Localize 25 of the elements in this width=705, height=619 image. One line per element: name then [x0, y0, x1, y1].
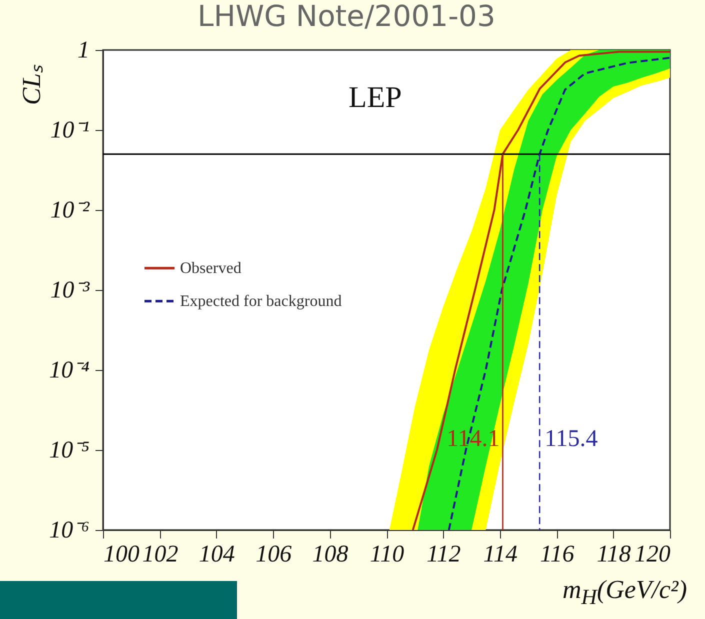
x-tick-label: 100: [104, 542, 140, 568]
y-axis-title: CLₛ: [16, 65, 47, 105]
chart-title: LHWG Note/2001-03: [198, 0, 496, 33]
x-tick-label: 112: [426, 542, 461, 568]
y-tick-label: 10⁻⁴: [49, 358, 90, 384]
y-tick-label: 10⁻⁵: [49, 438, 90, 464]
x-tick-label: 102: [142, 542, 178, 568]
y-tick-label: 10⁻²: [50, 198, 90, 224]
ref-line-label: 115.4: [544, 426, 598, 452]
x-tick-label: 116: [540, 542, 574, 568]
x-tick-label: 114: [483, 542, 518, 568]
x-tick-label: 108: [312, 542, 348, 568]
x-tick-label: 106: [256, 542, 292, 568]
y-tick-label: 10⁻³: [50, 278, 90, 304]
y-tick-label: 10⁻⁶: [49, 518, 90, 544]
x-tick-label: 120: [634, 542, 670, 568]
annotation: LEP: [348, 81, 402, 114]
x-axis-title: m$_{H}$(GeV/c²): [562, 575, 687, 610]
legend-label: Observed: [180, 260, 242, 278]
y-tick-label: 10⁻¹: [50, 118, 90, 144]
x-tick-label: 104: [198, 542, 235, 568]
y-tick-label: 1: [78, 38, 90, 64]
x-tick-label: 110: [370, 542, 404, 568]
x-tick-label: 118: [596, 542, 631, 568]
legend-label: Expected for background: [180, 293, 342, 310]
